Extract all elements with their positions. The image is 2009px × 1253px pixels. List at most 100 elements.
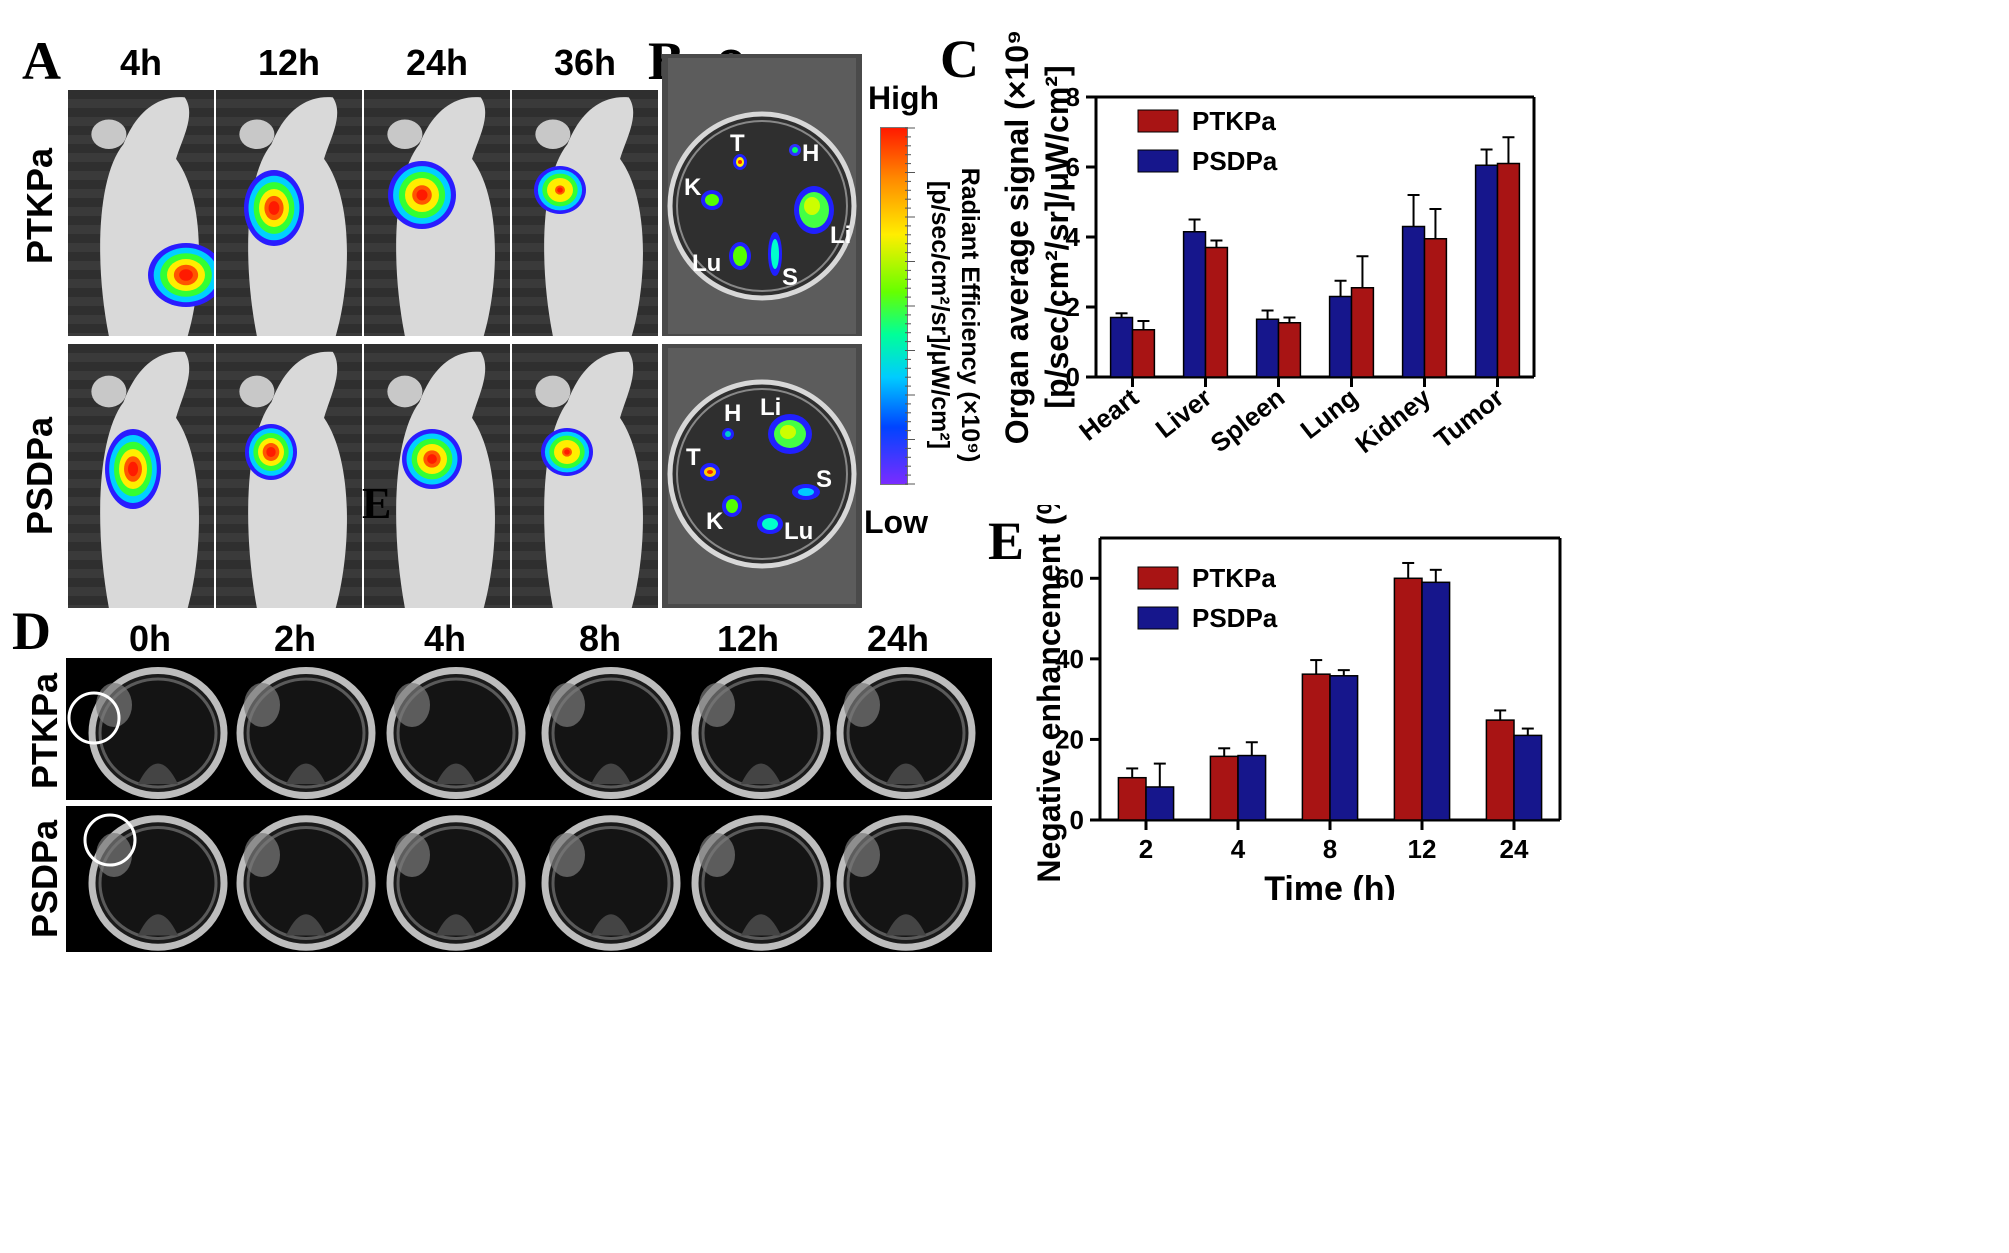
x-tick-label: 24 bbox=[1500, 834, 1529, 864]
y-tick-label: 20 bbox=[1055, 724, 1084, 754]
mouse-body bbox=[544, 97, 643, 336]
x-tick-label: 2 bbox=[1139, 834, 1153, 864]
mouse-ear bbox=[239, 375, 275, 408]
mri-section bbox=[836, 667, 976, 799]
mouse-body bbox=[248, 351, 347, 608]
panel-a-letter: A bbox=[22, 31, 61, 91]
colorbar-title-line1: Radiant Efficiency (×10⁹) bbox=[956, 167, 984, 463]
bar-psdpa bbox=[1237, 754, 1267, 821]
colorbar-title: Radiant Efficiency (×10⁹) [p/sec/cm²/sr]… bbox=[925, 150, 985, 480]
bar-ptkpa bbox=[1393, 577, 1423, 821]
bar-ptkpa bbox=[1350, 287, 1375, 378]
legend-swatch bbox=[1137, 566, 1179, 590]
legend-swatch bbox=[1137, 109, 1179, 133]
mouse-body bbox=[544, 351, 643, 608]
y-tick-label: 6 bbox=[1066, 152, 1080, 182]
x-tick-label: Spleen bbox=[1205, 382, 1291, 458]
bar-ptkpa bbox=[1301, 673, 1331, 821]
bar-psdpa bbox=[1401, 225, 1426, 378]
signal-blob bbox=[564, 449, 570, 455]
mri-section bbox=[386, 815, 526, 951]
panel-a-time-36h: 36h bbox=[553, 42, 617, 83]
y-axis-label: Organ average signal (×10⁹ bbox=[1000, 30, 1035, 444]
panel-d-time-2h: 2h bbox=[273, 618, 316, 659]
panel-d-time-4h: 4h bbox=[423, 618, 466, 659]
organ-dish-psdpa: H Li T S K Lu bbox=[662, 344, 862, 608]
mouse-ear bbox=[535, 119, 571, 150]
tumor-circle-marker bbox=[67, 691, 121, 745]
mouse-ear bbox=[387, 375, 423, 408]
mri-section bbox=[236, 667, 376, 799]
x-tick-label: Kidney bbox=[1349, 382, 1436, 459]
panel-d-time-24h: 24h bbox=[866, 618, 930, 659]
panel-d-letter: D bbox=[12, 601, 51, 661]
mouse-image-psdpa-24h bbox=[364, 344, 510, 608]
mri-section bbox=[236, 815, 376, 951]
x-tick-label: Tumor bbox=[1429, 382, 1510, 454]
mouse-image-ptkpa-24h bbox=[364, 90, 510, 336]
x-tick-label: 4 bbox=[1231, 834, 1246, 864]
organ-label-t-top: T bbox=[730, 130, 745, 157]
organ-label-s-top: S bbox=[782, 264, 799, 291]
legend-label: PTKPa bbox=[1192, 106, 1276, 136]
panel-a-time-4h: 4h bbox=[119, 42, 162, 83]
mouse-ear bbox=[239, 119, 275, 150]
legend-swatch bbox=[1137, 606, 1179, 630]
bar-psdpa bbox=[1474, 164, 1499, 378]
mri-section bbox=[67, 667, 228, 799]
organ-dish-ptkpa: T H K Li Lu S bbox=[662, 54, 862, 336]
mouse-image-psdpa-4h bbox=[68, 344, 214, 608]
bar-psdpa bbox=[1255, 318, 1280, 378]
bar-ptkpa bbox=[1423, 238, 1448, 378]
organ-label-h-bottom: H bbox=[724, 400, 742, 427]
legend-swatch bbox=[1137, 149, 1179, 173]
tumor-circle-marker bbox=[83, 813, 137, 867]
mri-section bbox=[836, 815, 976, 951]
panel-c-letter: C bbox=[940, 29, 979, 89]
colorbar-ticks bbox=[905, 127, 915, 485]
organ-label-li-bottom: Li bbox=[760, 394, 782, 421]
mri-section bbox=[541, 815, 681, 951]
bar-psdpa bbox=[1421, 581, 1451, 821]
x-axis-label: Time (h) bbox=[1264, 870, 1396, 900]
x-tick-label: Heart bbox=[1073, 382, 1144, 447]
y-tick-label: 4 bbox=[1066, 222, 1081, 252]
bar-ptkpa bbox=[1485, 719, 1515, 821]
panel-a-row-ptkpa: PTKPa bbox=[19, 147, 60, 265]
colorbar-title-line2: [p/sec/cm²/sr]/μW/cm²] bbox=[926, 180, 954, 450]
mouse-ear bbox=[387, 119, 423, 150]
mri-section bbox=[691, 667, 831, 799]
colorbar-low-label: Low bbox=[864, 504, 928, 540]
legend-label: PTKPa bbox=[1192, 563, 1276, 593]
panel-d-time-8h: 8h bbox=[578, 618, 621, 659]
panel-a-time-24h: 24h bbox=[405, 42, 469, 83]
mouse-image-psdpa-12h bbox=[216, 344, 362, 608]
mouse-image-ptkpa-12h bbox=[216, 90, 362, 336]
x-tick-label: 12 bbox=[1408, 834, 1437, 864]
bar-psdpa bbox=[1145, 786, 1175, 821]
signal-blob bbox=[268, 201, 280, 215]
mri-strip-ptkpa bbox=[66, 658, 992, 800]
panel-d-row-psdpa: PSDPa bbox=[24, 819, 65, 939]
mouse-ear bbox=[91, 375, 127, 408]
mouse-image-ptkpa-36h bbox=[512, 90, 658, 336]
organ-label-lu-bottom: Lu bbox=[784, 518, 814, 545]
bar-psdpa bbox=[1109, 316, 1134, 378]
bar-psdpa bbox=[1182, 231, 1207, 378]
x-tick-label: 8 bbox=[1323, 834, 1337, 864]
mri-section bbox=[691, 815, 831, 951]
legend-label: PSDPa bbox=[1192, 146, 1278, 176]
colorbar-high-label: High bbox=[868, 80, 940, 116]
y-tick-label: 2 bbox=[1066, 292, 1080, 322]
mouse-image-ptkpa-4h bbox=[68, 90, 214, 336]
y-axis-label: [p/sec/cm²/sr]/μW/cm²] bbox=[1039, 65, 1075, 408]
y-axis-label: Negative enhancement (%) bbox=[1031, 505, 1067, 883]
signal-blob bbox=[416, 189, 428, 201]
panel-d-row-ptkpa: PTKPa bbox=[24, 672, 65, 790]
panel-a-row-psdpa: PSDPa bbox=[19, 416, 60, 536]
y-tick-label: 0 bbox=[1070, 805, 1084, 835]
panel-d-time-0h: 0h bbox=[128, 618, 171, 659]
bar-ptkpa bbox=[1131, 329, 1156, 378]
mri-section bbox=[541, 667, 681, 799]
